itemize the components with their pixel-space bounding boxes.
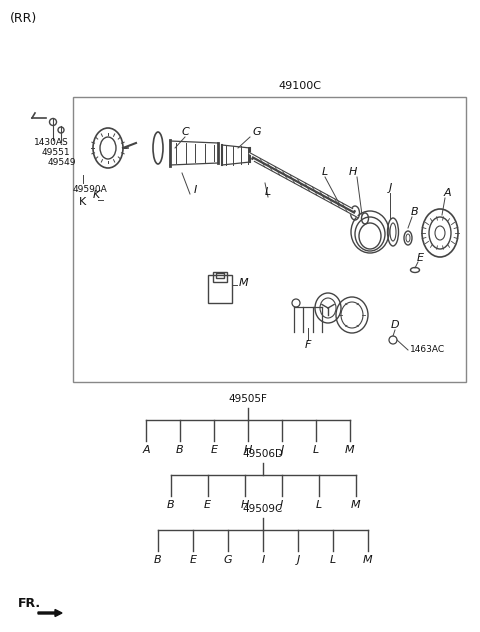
Text: L: L [330,555,336,565]
Bar [73,97,466,382]
Text: B: B [154,555,162,565]
Text: 49509C: 49509C [243,504,283,514]
Text: B: B [411,207,419,217]
Text: 49505F: 49505F [228,394,267,404]
Text: B: B [176,445,184,455]
Text: E: E [211,445,217,455]
Text: B: B [167,500,174,510]
Text: J: J [388,183,392,193]
Text: (RR): (RR) [10,12,37,25]
Text: M: M [239,278,249,288]
Text: C: C [181,127,189,137]
Text: M: M [351,500,360,510]
Text: I: I [262,555,264,565]
Text: J: J [296,555,300,565]
Text: 49549: 49549 [48,158,76,167]
Text: E: E [190,555,196,565]
Text: M: M [345,445,355,455]
Text: A: A [142,445,150,455]
Text: 49506D: 49506D [242,449,284,459]
Bar [216,273,224,278]
Text: H: H [349,167,357,177]
Text: L: L [265,187,271,197]
Text: A: A [443,188,451,198]
Text: F: F [305,340,311,350]
Text: G: G [252,127,261,137]
Text: J: J [280,500,283,510]
Text: 49100C: 49100C [278,81,321,91]
Text: G: G [224,555,232,565]
Text: H: H [240,500,249,510]
Text: FR.: FR. [18,597,41,610]
Text: I: I [193,185,197,195]
Bar [208,275,232,303]
Text: 1430AS: 1430AS [34,138,69,147]
Text: E: E [417,253,423,263]
Text: L: L [322,167,328,177]
Text: D: D [391,320,399,330]
Text: E: E [204,500,211,510]
Polygon shape [38,609,62,616]
Text: 49590A: 49590A [73,185,108,194]
Text: H: H [244,445,252,455]
Text: J: J [280,445,284,455]
Text: 49551: 49551 [42,148,71,157]
Text: K: K [78,197,85,207]
Bar [213,272,227,282]
Text: M: M [363,555,373,565]
Text: K: K [92,190,100,200]
Text: L: L [315,500,322,510]
Text: L: L [313,445,319,455]
Text: 1463AC: 1463AC [410,346,445,355]
